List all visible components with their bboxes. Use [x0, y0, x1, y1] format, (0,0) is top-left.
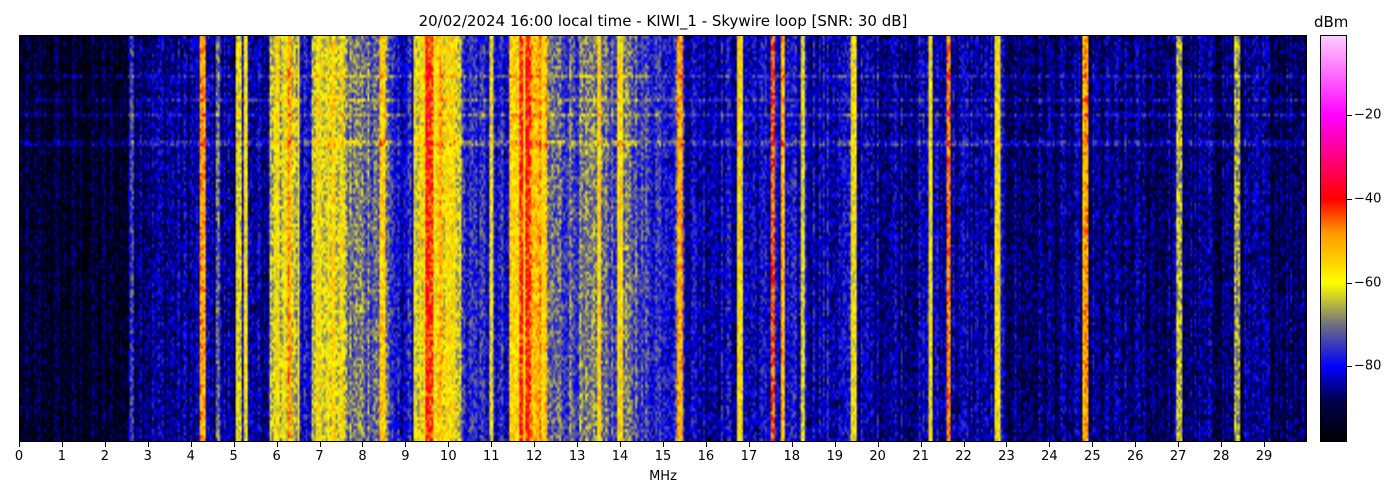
- x-tick-label: 28: [1212, 449, 1230, 464]
- x-tick-label: 14: [611, 449, 629, 464]
- colorbar: [1320, 35, 1347, 442]
- x-tick-label: 12: [525, 449, 543, 464]
- x-axis-label: MHz: [649, 469, 677, 484]
- x-tick: [448, 442, 450, 447]
- x-tick: [190, 442, 192, 447]
- colorbar-tick-label: −80: [1354, 358, 1382, 374]
- x-tick-label: 1: [57, 449, 67, 464]
- x-tick: [791, 442, 793, 447]
- x-tick-label: 26: [1126, 449, 1144, 464]
- x-tick: [405, 442, 407, 447]
- x-tick-label: 23: [998, 449, 1015, 464]
- x-tick-label: 8: [358, 449, 367, 464]
- x-tick-label: 17: [740, 449, 758, 464]
- x-tick: [1221, 442, 1223, 447]
- x-tick-label: 2: [100, 449, 109, 464]
- x-tick: [276, 442, 278, 447]
- spectrogram-heatmap: [19, 35, 1307, 442]
- x-tick-label: 16: [697, 449, 715, 464]
- x-tick: [1049, 442, 1051, 447]
- colorbar-tick: [1347, 366, 1352, 368]
- x-tick: [104, 442, 106, 447]
- x-tick: [61, 442, 63, 447]
- colorbar-label: dBm: [1314, 13, 1349, 31]
- x-tick: [663, 442, 664, 447]
- x-tick-label: 25: [1084, 449, 1101, 464]
- x-tick: [147, 442, 149, 447]
- x-tick-label: 13: [568, 449, 586, 464]
- x-tick: [620, 442, 622, 447]
- x-tick-label: 4: [186, 449, 195, 464]
- x-tick-label: 19: [826, 449, 843, 464]
- x-tick-label: 29: [1255, 449, 1273, 464]
- x-tick-label: 27: [1169, 449, 1187, 464]
- x-tick-label: 15: [654, 449, 672, 464]
- x-tick: [920, 442, 922, 447]
- colorbar-tick-label: −20: [1354, 107, 1382, 123]
- colorbar-tick-label: −60: [1354, 275, 1382, 291]
- x-tick: [1178, 442, 1180, 447]
- x-tick-label: 0: [14, 449, 24, 464]
- x-tick-label: 9: [401, 449, 410, 464]
- x-tick-label: 18: [783, 449, 801, 464]
- x-tick-label: 3: [143, 449, 152, 464]
- chart-title: 20/02/2024 16:00 local time - KIWI_1 - S…: [418, 12, 908, 30]
- colorbar-tick-label: −40: [1354, 191, 1382, 207]
- x-tick: [1092, 442, 1094, 447]
- x-tick-label: 6: [272, 449, 281, 464]
- x-tick: [1135, 442, 1137, 447]
- x-tick-label: 7: [315, 449, 324, 464]
- x-tick: [1006, 442, 1008, 447]
- x-tick: [705, 442, 707, 447]
- x-tick: [748, 442, 750, 447]
- x-tick: [963, 442, 965, 447]
- x-tick: [577, 442, 579, 447]
- x-tick-label: 5: [229, 449, 238, 464]
- x-tick: [491, 442, 493, 447]
- x-tick: [1264, 442, 1266, 447]
- colorbar-tick: [1347, 198, 1352, 200]
- x-tick: [319, 442, 321, 447]
- x-tick-label: 20: [869, 449, 886, 464]
- x-tick-label: 24: [1041, 449, 1058, 464]
- x-tick: [877, 442, 879, 447]
- x-tick: [233, 442, 235, 447]
- x-tick: [834, 442, 836, 447]
- x-tick-label: 10: [440, 449, 457, 464]
- x-tick: [534, 442, 536, 447]
- colorbar-tick: [1347, 114, 1352, 116]
- x-tick-label: 11: [482, 449, 500, 464]
- colorbar-tick: [1347, 282, 1352, 284]
- x-tick: [19, 442, 20, 447]
- x-tick-label: 21: [912, 449, 929, 464]
- x-tick-label: 22: [955, 449, 972, 464]
- x-tick: [362, 442, 364, 447]
